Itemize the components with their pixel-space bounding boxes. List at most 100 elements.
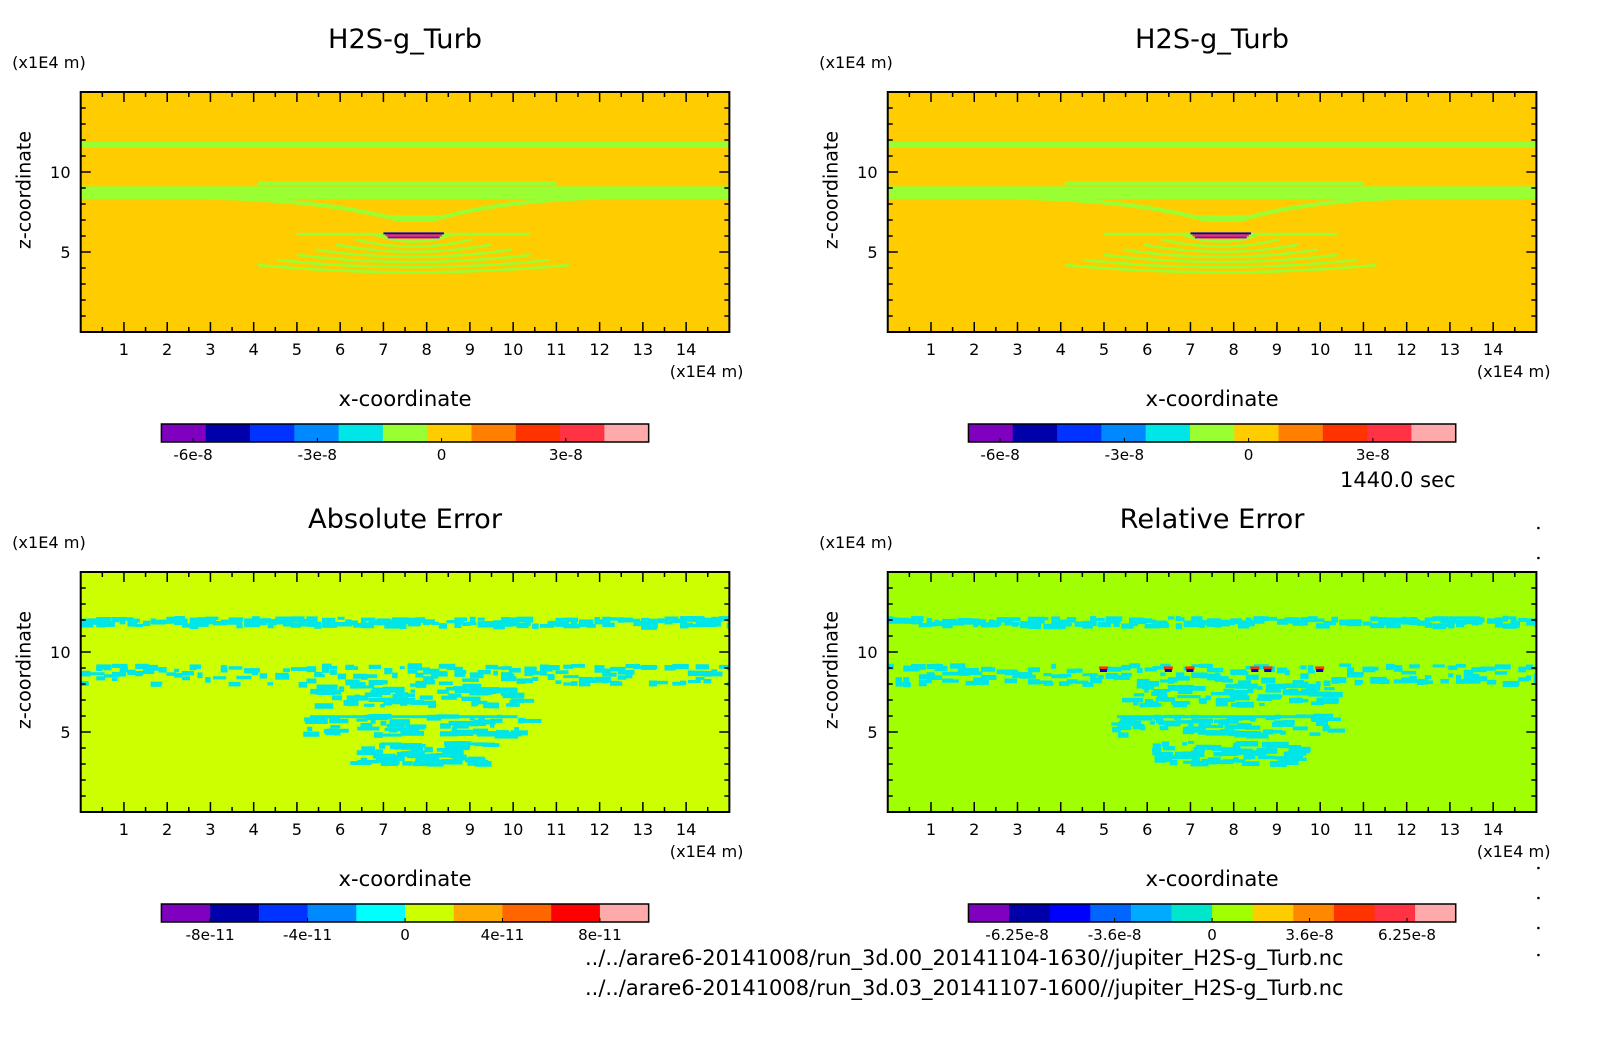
- noise-dash: [1058, 673, 1072, 678]
- y-axis-label: z-coordinate: [820, 131, 842, 249]
- noise-dash: [181, 676, 190, 681]
- x-unit-label: (x1E4 m): [1477, 842, 1551, 861]
- colorbar-swatch: [1234, 424, 1280, 442]
- field-band: [887, 186, 1537, 200]
- colorbar-swatch: [604, 424, 650, 442]
- noise-dash: [378, 691, 391, 695]
- noise-dash: [478, 689, 497, 695]
- noise-dash: [415, 617, 426, 623]
- noise-dash: [502, 692, 525, 699]
- colorbar-swatch: [515, 424, 561, 442]
- noise-dash: [283, 620, 293, 627]
- colorbar-swatch: [1415, 904, 1457, 922]
- noise-dash: [111, 671, 127, 677]
- noise-dash: [1051, 623, 1066, 630]
- noise-dash: [405, 724, 427, 728]
- noise-dash: [1120, 718, 1134, 723]
- x-tick-label: 10: [1310, 820, 1331, 839]
- noise-dash: [996, 622, 1002, 626]
- noise-dash: [509, 700, 517, 706]
- noise-dash: [895, 677, 902, 683]
- noise-dash: [410, 747, 423, 754]
- hotspot-mark: [1263, 666, 1273, 670]
- noise-dash: [1082, 673, 1098, 677]
- noise-dash: [648, 622, 658, 629]
- noise-dash: [648, 680, 658, 687]
- noise-dash: [329, 717, 340, 724]
- noise-dash: [1502, 623, 1518, 629]
- colorbar-swatch: [1171, 904, 1213, 922]
- noise-dash: [1111, 722, 1120, 726]
- noise-dash: [1257, 686, 1263, 691]
- noise-dash: [1169, 760, 1178, 766]
- noise-dash: [1144, 667, 1157, 672]
- noise-dash: [1242, 750, 1259, 756]
- noise-dash: [423, 676, 434, 681]
- noise-dash: [1448, 665, 1458, 670]
- noise-dash: [1260, 694, 1283, 699]
- noise-dash: [887, 620, 903, 624]
- noise-dash: [399, 620, 411, 624]
- colorbar-label: -6e-8: [173, 446, 212, 464]
- noise-dash: [1136, 620, 1145, 625]
- noise-dash: [514, 727, 520, 733]
- noise-dash: [323, 729, 338, 734]
- x-tick-label: 8: [1229, 340, 1239, 359]
- panel-title: H2S-g_Turb: [1135, 24, 1289, 55]
- noise-dash: [360, 622, 374, 629]
- noise-dash: [309, 715, 518, 719]
- noise-dash: [314, 674, 325, 678]
- noise-dash: [373, 753, 396, 759]
- noise-dash: [1160, 679, 1174, 683]
- colorbar-swatch: [1145, 424, 1191, 442]
- noise-dash: [1132, 723, 1145, 730]
- noise-dash: [1161, 741, 1170, 747]
- noise-dash: [1082, 682, 1094, 687]
- noise-dash: [602, 622, 615, 627]
- colorbar-swatch: [471, 424, 517, 442]
- noise-dash: [524, 666, 537, 672]
- noise-dash: [1417, 679, 1424, 685]
- colorbar-label: 3e-8: [549, 446, 583, 464]
- noise-dash: [111, 617, 127, 621]
- noise-dash: [181, 671, 194, 676]
- x-tick-label: 11: [546, 820, 567, 839]
- noise-dash: [423, 619, 435, 625]
- noise-dash: [1004, 619, 1012, 624]
- noise-dash: [449, 754, 465, 759]
- noise-dash: [1004, 617, 1021, 622]
- noise-dash: [1316, 697, 1339, 704]
- panel-title: Relative Error: [1120, 504, 1306, 535]
- noise-dash: [382, 686, 405, 693]
- noise-dash: [485, 621, 499, 626]
- noise-dash: [1494, 664, 1511, 670]
- noise-dash: [430, 753, 444, 758]
- noise-dash: [322, 622, 338, 628]
- y-tick-label: 5: [867, 723, 877, 742]
- noise-dash: [399, 666, 405, 670]
- noise-dash: [1151, 748, 1162, 752]
- noise-dash: [617, 617, 625, 623]
- noise-dash: [1066, 679, 1078, 684]
- noise-dash: [127, 618, 136, 623]
- noise-dash: [345, 620, 358, 626]
- noise-dash: [205, 619, 213, 625]
- x-tick-label: 9: [1272, 340, 1282, 359]
- margin-dot: [1537, 926, 1540, 930]
- noise-dash: [1241, 761, 1260, 766]
- noise-dash: [353, 673, 368, 679]
- hotspot-mark: [1185, 666, 1195, 670]
- noise-dash: [329, 669, 337, 675]
- colorbar-label: 0: [437, 446, 447, 464]
- noise-dash: [1205, 730, 1228, 736]
- x-tick-label: 8: [422, 820, 432, 839]
- noise-dash: [1090, 677, 1102, 684]
- noise-dash: [610, 666, 626, 672]
- noise-dash: [189, 617, 200, 622]
- noise-dash: [1455, 663, 1466, 668]
- noise-dash: [911, 616, 924, 622]
- noise-dash: [283, 668, 290, 673]
- field-wedge: [210, 195, 600, 222]
- x-tick-label: 10: [503, 340, 524, 359]
- noise-dash: [314, 703, 334, 709]
